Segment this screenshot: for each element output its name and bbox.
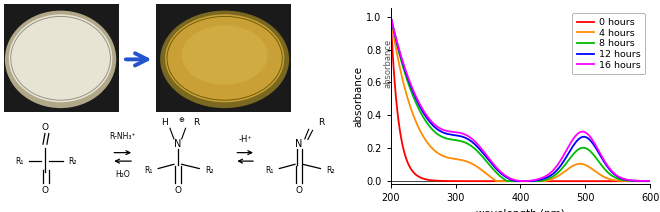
12 hours	[544, 176, 552, 178]
4 hours	[584, 165, 592, 167]
Text: R₁: R₁	[15, 157, 24, 166]
12 hours	[646, 180, 654, 182]
4 hours	[552, 176, 560, 178]
Text: ⊕: ⊕	[178, 117, 184, 123]
16 hours	[544, 173, 552, 176]
Text: R: R	[193, 119, 200, 127]
Text: H₂O: H₂O	[115, 170, 130, 179]
12 hours	[538, 178, 546, 181]
8 hours	[552, 173, 560, 175]
16 hours	[584, 133, 592, 135]
Ellipse shape	[165, 14, 284, 102]
Ellipse shape	[160, 11, 289, 108]
X-axis label: wavelength (nm): wavelength (nm)	[476, 209, 565, 212]
8 hours	[544, 177, 552, 180]
0 hours	[552, 180, 560, 182]
16 hours	[538, 177, 546, 179]
0 hours	[403, 159, 411, 161]
16 hours	[403, 72, 411, 75]
Text: R₁: R₁	[145, 166, 152, 175]
0 hours	[583, 180, 591, 182]
4 hours	[544, 179, 552, 181]
8 hours	[403, 77, 411, 80]
4 hours	[538, 180, 546, 182]
4 hours	[610, 179, 618, 181]
Text: R: R	[318, 119, 325, 127]
FancyBboxPatch shape	[4, 4, 119, 112]
Text: O: O	[296, 186, 302, 195]
4 hours	[387, 15, 395, 18]
Text: N: N	[174, 139, 182, 149]
16 hours	[646, 180, 654, 182]
Ellipse shape	[182, 25, 268, 85]
Text: R₂: R₂	[68, 157, 77, 166]
12 hours	[387, 15, 395, 18]
4 hours	[492, 180, 500, 182]
Ellipse shape	[9, 14, 112, 102]
16 hours	[610, 172, 618, 175]
Line: 0 hours: 0 hours	[391, 17, 650, 181]
Y-axis label: absorbance: absorbance	[354, 66, 364, 127]
0 hours	[544, 180, 552, 182]
12 hours	[552, 170, 560, 172]
Text: absorbance: absorbance	[383, 39, 392, 88]
12 hours	[403, 74, 411, 76]
FancyBboxPatch shape	[156, 4, 291, 112]
16 hours	[387, 15, 395, 18]
12 hours	[512, 180, 520, 182]
Line: 16 hours: 16 hours	[391, 17, 650, 181]
Legend: 0 hours, 4 hours, 8 hours, 12 hours, 16 hours: 0 hours, 4 hours, 8 hours, 12 hours, 16 …	[572, 13, 645, 74]
16 hours	[519, 180, 527, 182]
Text: O: O	[42, 123, 48, 132]
Text: R₁: R₁	[265, 166, 274, 175]
Ellipse shape	[5, 11, 116, 108]
0 hours	[537, 180, 545, 182]
Text: O: O	[174, 186, 182, 195]
Text: R-NH₃⁺: R-NH₃⁺	[110, 132, 136, 141]
12 hours	[584, 137, 592, 139]
Text: R₂: R₂	[326, 166, 335, 175]
Text: H: H	[161, 119, 168, 127]
8 hours	[646, 180, 654, 182]
Text: N: N	[295, 139, 302, 149]
0 hours	[610, 180, 618, 182]
Line: 12 hours: 12 hours	[391, 17, 650, 181]
16 hours	[552, 165, 560, 168]
Line: 4 hours: 4 hours	[391, 17, 650, 181]
8 hours	[538, 180, 546, 182]
12 hours	[610, 173, 618, 176]
0 hours	[387, 15, 395, 18]
4 hours	[646, 180, 654, 182]
4 hours	[403, 93, 411, 96]
0 hours	[646, 180, 654, 182]
8 hours	[610, 176, 618, 179]
Line: 8 hours: 8 hours	[391, 17, 650, 181]
Text: R₂: R₂	[205, 166, 213, 175]
8 hours	[504, 180, 512, 182]
8 hours	[584, 148, 592, 151]
Text: -H⁺: -H⁺	[238, 135, 252, 144]
Text: O: O	[42, 186, 48, 195]
8 hours	[387, 15, 395, 18]
